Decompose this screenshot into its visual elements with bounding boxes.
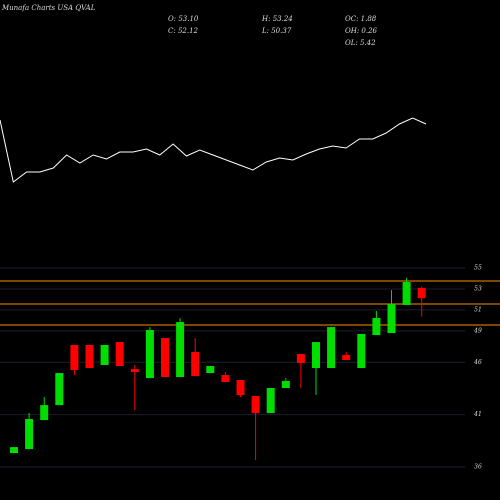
candle-body: [251, 396, 260, 414]
stat: OL: 5.42: [345, 39, 376, 47]
candle-body: [327, 327, 336, 369]
candle-body: [145, 330, 154, 379]
chart-title: Munafa Charts USA QVAL: [1, 4, 96, 12]
candle-body: [236, 380, 245, 396]
stat: OC: 1.88: [345, 15, 377, 23]
candle-body: [70, 344, 79, 371]
candle-body: [85, 344, 94, 369]
candle-body: [372, 318, 381, 336]
y-tick-label: 53: [474, 285, 482, 292]
candle-body: [100, 344, 109, 365]
candle-body: [357, 333, 366, 369]
stat: L: 50.37: [261, 27, 292, 35]
candle-body: [130, 369, 139, 373]
candle-body: [296, 353, 305, 363]
candle-body: [206, 366, 215, 374]
y-tick-label: 55: [474, 265, 482, 272]
candle-body: [417, 287, 426, 299]
candle-body: [387, 304, 396, 334]
candle-body: [115, 342, 124, 367]
candle-body: [55, 373, 64, 406]
candle-body: [312, 342, 320, 369]
y-tick-label: 41: [473, 411, 482, 418]
y-tick-label: 51: [474, 306, 482, 313]
candle-body: [10, 447, 18, 454]
candle-body: [402, 282, 411, 305]
candle-body: [342, 355, 351, 361]
candle-body: [281, 381, 290, 389]
y-tick-label: 36: [474, 464, 482, 471]
candle-body: [191, 351, 200, 377]
y-tick-label: 49: [473, 327, 482, 334]
candle-body: [221, 375, 230, 383]
stat: H: 53.24: [261, 15, 293, 23]
candle-body: [161, 338, 169, 378]
stat: OH: 0.26: [345, 27, 378, 35]
candle-body: [40, 405, 49, 421]
candle-body: [266, 388, 275, 414]
indicator-line: [0, 117, 427, 183]
candle-body: [176, 322, 185, 378]
stat: O: 53.10: [168, 15, 199, 23]
candle-body: [25, 419, 34, 450]
y-tick-label: 46: [473, 359, 482, 366]
stat: C: 52.12: [168, 27, 199, 35]
